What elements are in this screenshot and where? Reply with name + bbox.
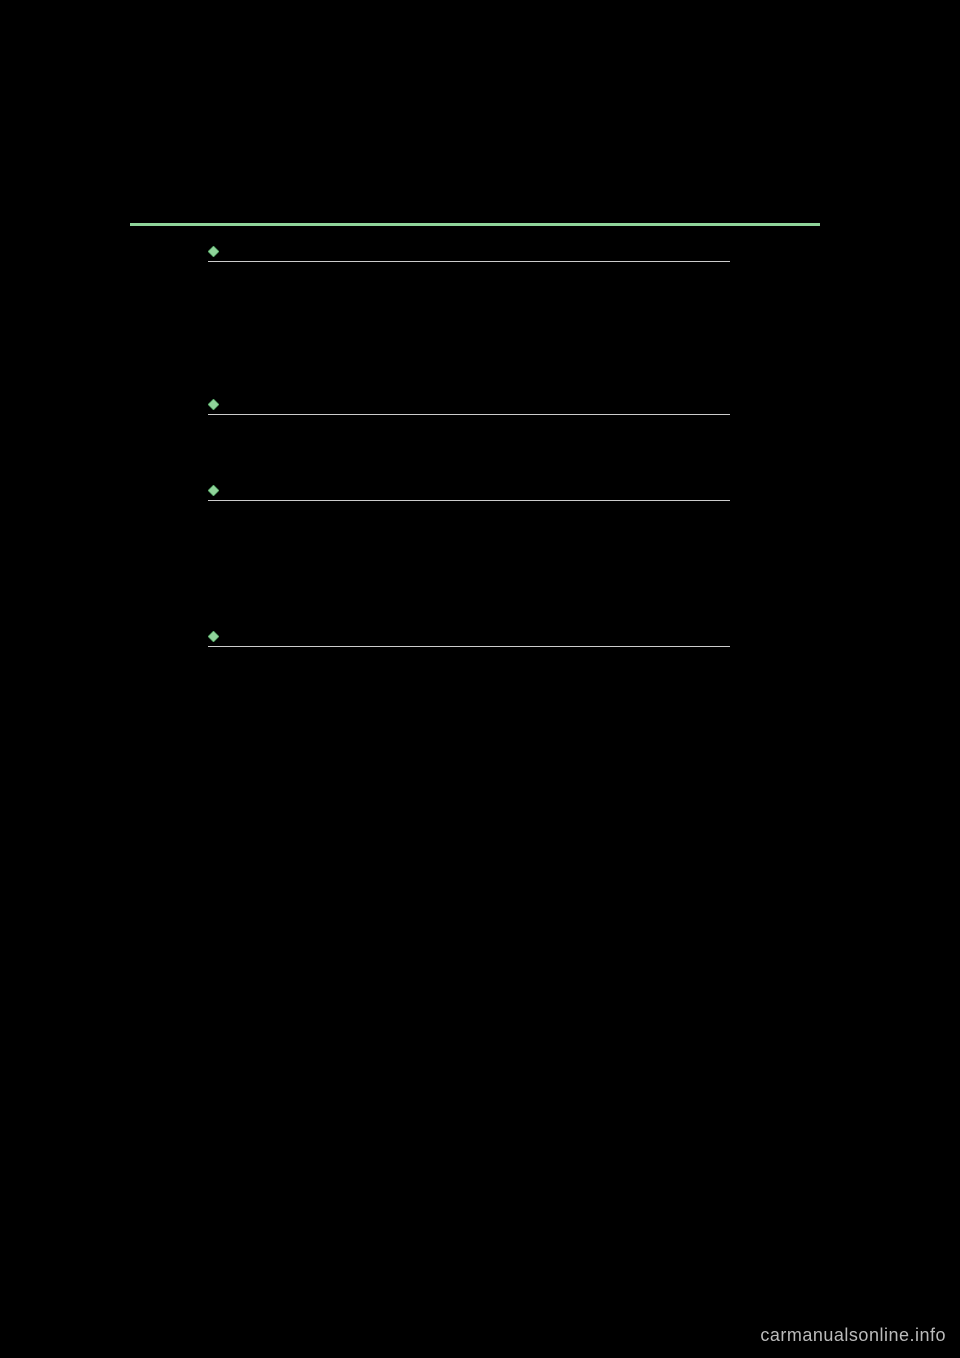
- paragraph: Gracenote, le logo et le logotype Gracen…: [210, 423, 730, 457]
- section-heading: MICROSOFT: [208, 483, 730, 501]
- header-rule: [130, 223, 820, 226]
- section-title: MICROSOFT: [227, 483, 305, 498]
- page-content: IPOD Le mot iPod est une marque de fabri…: [130, 244, 730, 706]
- section-title: Gracenote®: [227, 397, 301, 412]
- watermark-text: carmanualsonline.info: [760, 1325, 946, 1346]
- section-title: MirrorLink: [227, 629, 291, 644]
- paragraph: En fonction du iPod qui est connecté au …: [210, 354, 730, 371]
- section-title: IPOD: [227, 244, 259, 259]
- paragraph: Ce produit est protégé par les droits de…: [210, 509, 730, 560]
- paragraph: – Débranchez votre iPod lorsqu'il n'est …: [210, 295, 730, 346]
- diamond-icon: [208, 246, 219, 257]
- section-heading: Gracenote®: [208, 397, 730, 415]
- section-body: Gracenote, le logo et le logotype Gracen…: [208, 423, 730, 457]
- section-microsoft: MICROSOFT Ce produit est protégé par les…: [208, 483, 730, 602]
- diamond-icon: [208, 631, 219, 642]
- page-header: 152 4. Le système audio: [130, 185, 820, 209]
- section-body: MirrorLink Certified™, le logo de certif…: [208, 655, 730, 706]
- diamond-icon: [208, 485, 219, 496]
- section-ipod: IPOD Le mot iPod est une marque de fabri…: [208, 244, 730, 371]
- manual-page: 152 4. Le système audio IPOD Le mot iPod…: [130, 185, 820, 732]
- breadcrumb: 4. Le système audio: [713, 187, 820, 201]
- section-mirrorlink: MirrorLink MirrorLink Certified™, le log…: [208, 629, 730, 706]
- diamond-icon: [208, 399, 219, 410]
- section-gracenote: Gracenote® Gracenote, le logo et le logo…: [208, 397, 730, 457]
- section-heading: MirrorLink: [208, 629, 730, 647]
- section-body: Le mot iPod est une marque de fabrique d…: [208, 270, 730, 371]
- page-number: 152: [130, 185, 157, 203]
- paragraph: Microsoft, Windows et Windows Media sont…: [210, 568, 730, 602]
- section-body: Ce produit est protégé par les droits de…: [208, 509, 730, 602]
- paragraph: MirrorLink Certified™, le logo de certif…: [210, 655, 730, 706]
- section-heading: IPOD: [208, 244, 730, 262]
- paragraph: Le mot iPod est une marque de fabrique d…: [210, 270, 730, 287]
